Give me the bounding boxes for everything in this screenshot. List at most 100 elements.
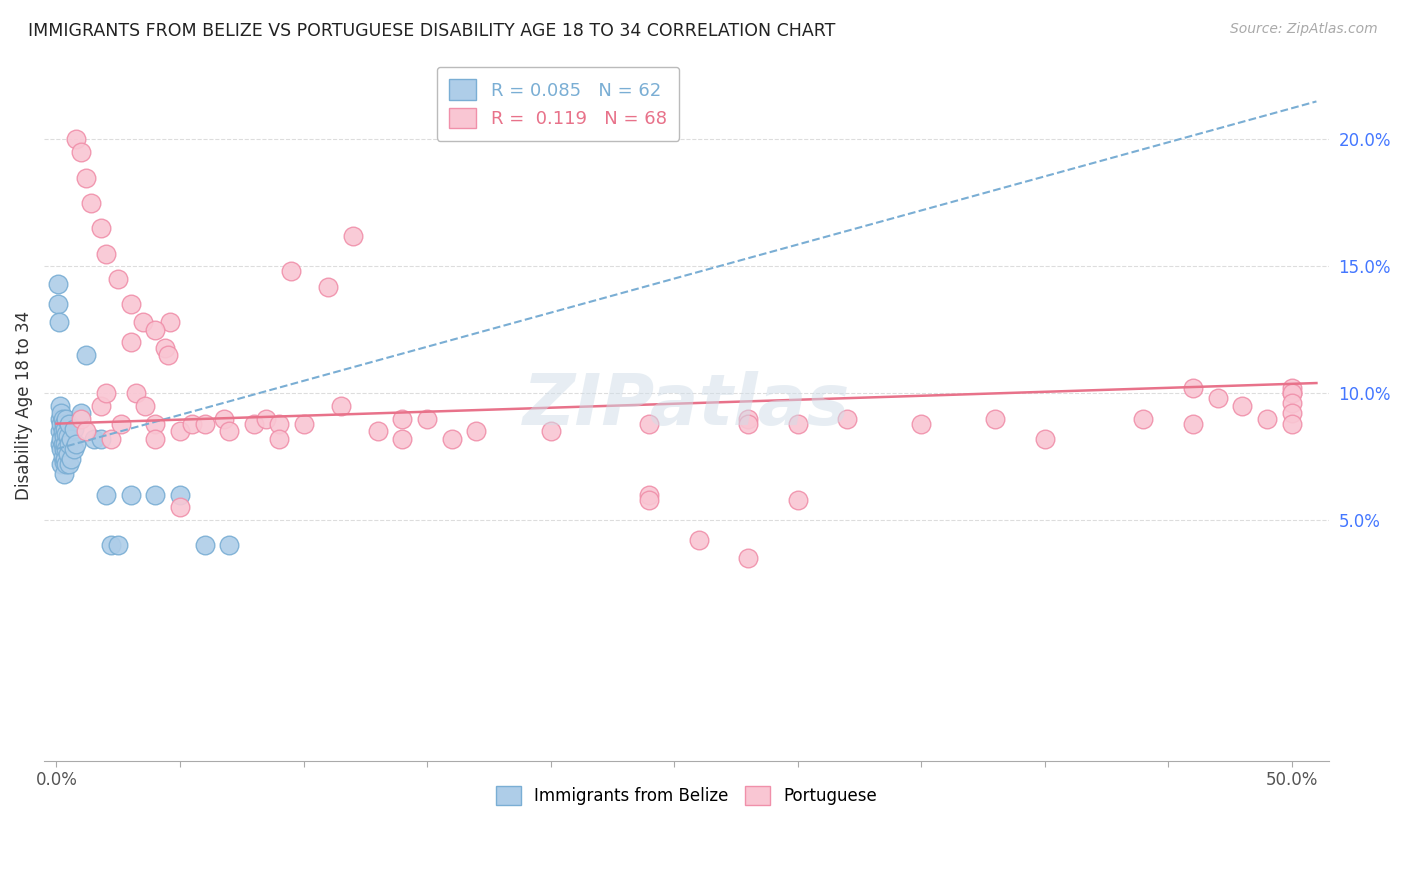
- Point: [329, 399, 352, 413]
- Point: [1281, 381, 1303, 395]
- Point: [1132, 411, 1154, 425]
- Point: [107, 538, 129, 552]
- Point: [52, 437, 75, 451]
- Point: [169, 424, 191, 438]
- Point: [60, 432, 83, 446]
- Point: [70, 407, 93, 421]
- Point: [243, 417, 266, 431]
- Point: [58, 437, 80, 451]
- Point: [910, 417, 932, 431]
- Point: [156, 348, 179, 362]
- Point: [132, 315, 155, 329]
- Point: [1281, 407, 1303, 421]
- Point: [56, 447, 79, 461]
- Point: [94, 246, 117, 260]
- Point: [1206, 391, 1229, 405]
- Point: [638, 492, 661, 507]
- Point: [218, 538, 240, 552]
- Point: [100, 432, 122, 446]
- Point: [75, 170, 97, 185]
- Point: [51, 407, 73, 421]
- Point: [52, 442, 75, 456]
- Text: ZIPatlas: ZIPatlas: [523, 371, 851, 441]
- Point: [51, 432, 73, 446]
- Point: [107, 272, 129, 286]
- Point: [134, 399, 156, 413]
- Point: [75, 424, 97, 438]
- Point: [70, 411, 93, 425]
- Point: [100, 538, 122, 552]
- Legend: Immigrants from Belize, Portuguese: Immigrants from Belize, Portuguese: [484, 774, 889, 817]
- Point: [58, 457, 80, 471]
- Point: [124, 386, 146, 401]
- Point: [1281, 396, 1303, 410]
- Point: [52, 467, 75, 482]
- Point: [143, 488, 166, 502]
- Point: [1181, 381, 1204, 395]
- Point: [316, 279, 339, 293]
- Point: [120, 335, 142, 350]
- Point: [110, 417, 132, 431]
- Point: [55, 442, 77, 456]
- Point: [465, 424, 488, 438]
- Point: [49, 411, 72, 425]
- Point: [342, 228, 364, 243]
- Point: [1033, 432, 1056, 446]
- Point: [48, 277, 70, 291]
- Point: [62, 422, 84, 436]
- Point: [48, 297, 70, 311]
- Point: [737, 417, 759, 431]
- Point: [65, 132, 87, 146]
- Point: [48, 315, 70, 329]
- Point: [94, 488, 117, 502]
- Point: [638, 417, 661, 431]
- Point: [786, 492, 808, 507]
- Point: [737, 551, 759, 566]
- Point: [143, 323, 166, 337]
- Point: [367, 424, 389, 438]
- Point: [70, 145, 93, 160]
- Point: [83, 432, 105, 446]
- Point: [169, 488, 191, 502]
- Point: [51, 457, 73, 471]
- Point: [984, 411, 1007, 425]
- Point: [94, 386, 117, 401]
- Point: [75, 348, 97, 362]
- Point: [267, 417, 290, 431]
- Point: [256, 411, 278, 425]
- Point: [120, 297, 142, 311]
- Point: [49, 399, 72, 413]
- Point: [65, 437, 87, 451]
- Point: [1281, 386, 1303, 401]
- Point: [1181, 417, 1204, 431]
- Point: [56, 429, 79, 443]
- Point: [52, 417, 75, 431]
- Point: [786, 417, 808, 431]
- Point: [62, 442, 84, 456]
- Point: [1232, 399, 1254, 413]
- Point: [53, 422, 76, 436]
- Point: [638, 488, 661, 502]
- Point: [540, 424, 562, 438]
- Point: [1281, 386, 1303, 401]
- Point: [55, 411, 77, 425]
- Point: [55, 426, 77, 441]
- Y-axis label: Disability Age 18 to 34: Disability Age 18 to 34: [15, 311, 32, 500]
- Point: [58, 417, 80, 431]
- Point: [143, 432, 166, 446]
- Point: [80, 195, 103, 210]
- Point: [52, 424, 75, 438]
- Text: Source: ZipAtlas.com: Source: ZipAtlas.com: [1230, 22, 1378, 37]
- Point: [218, 424, 240, 438]
- Point: [53, 437, 76, 451]
- Point: [143, 417, 166, 431]
- Point: [169, 500, 191, 515]
- Point: [688, 533, 710, 548]
- Text: IMMIGRANTS FROM BELIZE VS PORTUGUESE DISABILITY AGE 18 TO 34 CORRELATION CHART: IMMIGRANTS FROM BELIZE VS PORTUGUESE DIS…: [28, 22, 835, 40]
- Point: [90, 221, 112, 235]
- Point: [53, 452, 76, 467]
- Point: [280, 264, 302, 278]
- Point: [120, 488, 142, 502]
- Point: [49, 424, 72, 438]
- Point: [737, 411, 759, 425]
